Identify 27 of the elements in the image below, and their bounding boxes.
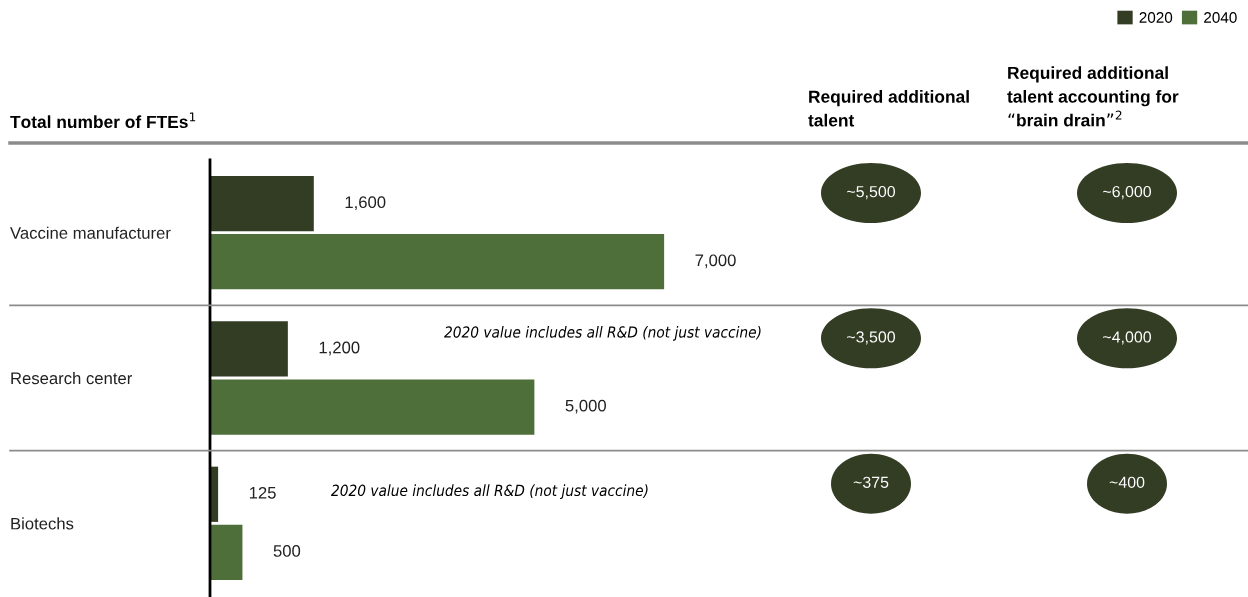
legend-label: 2020 <box>1139 12 1173 23</box>
data-label: 5,000 <box>565 399 606 414</box>
annotation: ~5,500 <box>847 185 896 200</box>
data-label: 1,200 <box>319 341 360 356</box>
chart-title: Total number of FTEs$^{1}$ <box>10 112 196 129</box>
data-label: 500 <box>273 545 301 557</box>
bar <box>210 524 243 581</box>
text: Required additional talent <box>808 90 969 127</box>
bar <box>210 175 314 232</box>
data-label: 7,000 <box>695 254 736 269</box>
bar <box>210 234 665 290</box>
legend-label: 2040 <box>1204 12 1237 23</box>
annotation: ~4,000 <box>1103 331 1152 345</box>
data-label: 125 <box>249 486 276 499</box>
text: Required additional talent accounting for “brain drain”$^{2}$ <box>1007 66 1179 127</box>
annotation: ~375 <box>853 476 889 488</box>
y-tick-label: Biotechs <box>11 517 74 530</box>
annotation: ~6,000 <box>1103 185 1152 200</box>
bar <box>210 321 288 377</box>
annotation: 2020 value includes all R&D (not just vaccine) <box>444 325 761 341</box>
annotation: ~3,500 <box>847 331 896 345</box>
annotation: 2020 value includes all R&D (not just vaccine) <box>331 484 648 500</box>
annotation: ~400 <box>1109 476 1145 488</box>
bar <box>210 379 535 435</box>
y-tick-label: Research center <box>11 371 133 385</box>
y-tick-label: Vaccine manufacturer <box>10 226 171 239</box>
data-label: 1,600 <box>345 196 386 211</box>
